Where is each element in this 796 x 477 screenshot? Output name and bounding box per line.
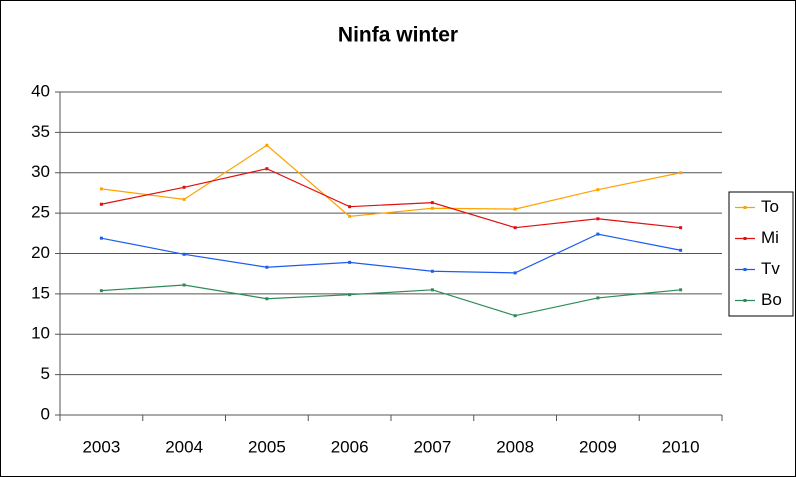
marker [679,288,683,292]
marker [596,217,600,221]
x-tick-label: 2008 [496,437,534,456]
marker [265,143,269,147]
marker [430,269,434,273]
series-line [101,168,681,229]
marker [513,271,517,275]
y-tick-label: 5 [41,364,50,383]
marker [596,296,600,300]
x-tick-label: 2009 [579,437,617,456]
marker [513,314,517,318]
marker [596,188,600,192]
marker [182,197,186,201]
legend-label: Bo [761,290,782,309]
legend-marker [743,299,747,302]
marker [348,260,352,264]
marker [182,185,186,189]
x-tick-label: 2004 [165,437,203,456]
series-line [101,284,681,317]
chart-title: Ninfa winter [338,24,458,47]
marker [182,252,186,256]
marker [430,206,434,210]
marker [679,171,683,175]
marker [99,202,103,206]
legend-marker [743,206,747,209]
marker [348,205,352,209]
series-line [101,144,681,217]
x-tick-label: 2006 [331,437,369,456]
legend-label: To [761,197,779,216]
marker [679,248,683,252]
marker [430,201,434,205]
legend-marker [743,237,747,240]
marker [596,232,600,236]
legend-box [728,191,794,317]
marker [182,283,186,287]
legend-label: Mi [761,228,779,247]
series-line [101,233,681,274]
legend-marker [743,268,747,271]
marker [430,288,434,292]
marker [348,214,352,218]
marker [513,226,517,230]
marker [99,289,103,293]
y-tick-label: 0 [41,404,50,423]
y-tick-label: 25 [31,203,50,222]
y-tick-label: 10 [31,324,50,343]
x-tick-label: 2005 [248,437,286,456]
marker [265,297,269,301]
y-tick-label: 15 [31,283,50,302]
marker [513,207,517,211]
y-tick-label: 40 [31,81,50,100]
marker [99,236,103,240]
y-tick-label: 20 [31,243,50,262]
x-tick-label: 2007 [413,437,451,456]
y-tick-label: 30 [31,162,50,181]
marker [679,226,683,230]
x-tick-label: 2010 [662,437,700,456]
y-tick-label: 35 [31,122,50,141]
marker [265,167,269,171]
marker [99,187,103,191]
marker [348,293,352,297]
marker [265,265,269,269]
legend-label: Tv [761,259,780,278]
x-tick-label: 2003 [82,437,120,456]
